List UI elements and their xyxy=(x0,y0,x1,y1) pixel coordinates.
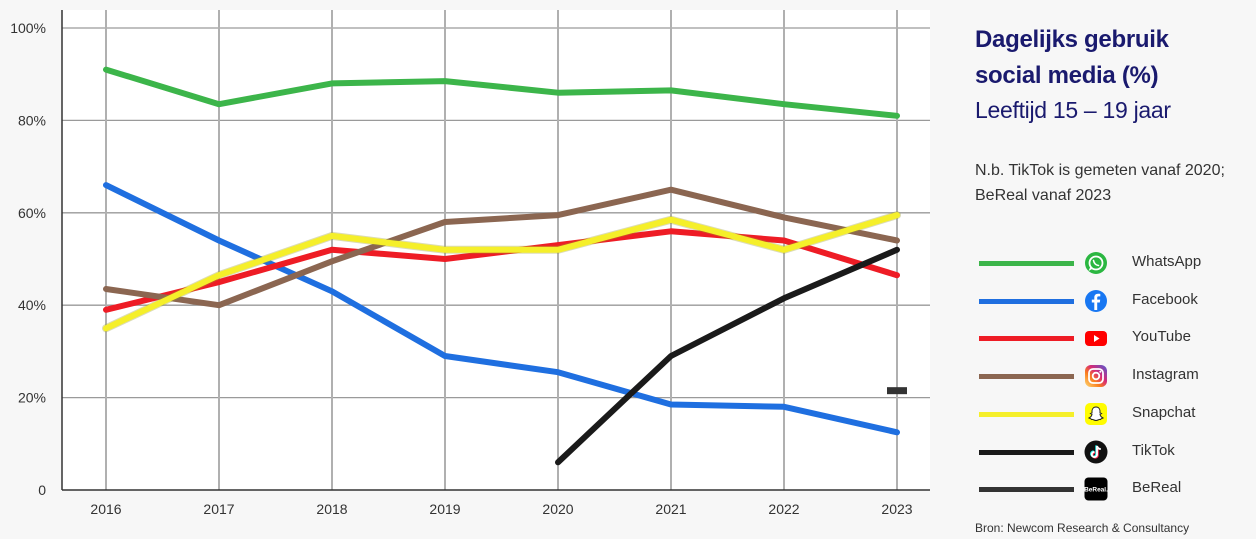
x-tick-label: 2018 xyxy=(316,501,347,517)
svg-text:BeReal.: BeReal. xyxy=(1084,487,1108,494)
legend-item-tiktok: TikTok xyxy=(975,437,1256,467)
whatsapp-icon xyxy=(1084,251,1108,275)
legend-label: TikTok xyxy=(1132,442,1175,459)
x-tick-label: 2017 xyxy=(203,501,234,517)
y-tick-label: 80% xyxy=(18,112,46,128)
chart-title-line-1: Dagelijks gebruik xyxy=(975,26,1169,53)
x-tick-label: 2023 xyxy=(881,501,912,517)
chart-note: N.b. TikTok is gemeten vanaf 2020; BeRea… xyxy=(975,158,1225,208)
legend-swatch xyxy=(979,412,1074,417)
legend-swatch xyxy=(979,261,1074,266)
legend-swatch xyxy=(979,336,1074,341)
y-tick-label: 0 xyxy=(38,482,46,498)
legend-item-snapchat: Snapchat xyxy=(975,399,1256,429)
series-line-facebook xyxy=(103,182,900,436)
y-tick-label: 60% xyxy=(18,205,46,221)
x-tick-label: 2020 xyxy=(542,501,573,517)
y-tick-label: 40% xyxy=(18,297,46,313)
legend-swatch xyxy=(979,450,1074,455)
legend-item-facebook: Facebook xyxy=(975,286,1256,316)
y-tick-label: 100% xyxy=(10,20,46,36)
legend-item-instagram: Instagram xyxy=(975,361,1256,391)
x-tick-label: 2016 xyxy=(90,501,121,517)
chart-note-line-2: BeReal vanaf 2023 xyxy=(975,187,1112,204)
series-point-bereal xyxy=(887,387,907,395)
bereal-icon: BeReal. xyxy=(1084,477,1108,501)
chart-title: Dagelijks gebruik social media (%) xyxy=(975,22,1169,94)
legend-item-bereal: BeReal. BeReal xyxy=(975,474,1256,504)
series-line-snapchat xyxy=(103,212,900,332)
legend-label: YouTube xyxy=(1132,328,1191,345)
tiktok-icon xyxy=(1084,440,1108,464)
instagram-icon xyxy=(1084,364,1108,388)
series-line-tiktok xyxy=(555,246,900,466)
youtube-icon xyxy=(1084,326,1108,350)
legend-swatch xyxy=(979,374,1074,379)
legend-item-whatsapp: WhatsApp xyxy=(975,248,1256,278)
x-tick-label: 2022 xyxy=(768,501,799,517)
legend-swatch xyxy=(979,299,1074,304)
chart-title-line-2: social media (%) xyxy=(975,62,1159,89)
series-line-instagram xyxy=(103,186,900,309)
series-line-whatsapp xyxy=(103,66,900,119)
legend-label: WhatsApp xyxy=(1132,253,1202,270)
legend-label: Facebook xyxy=(1132,291,1198,308)
y-tick-label: 20% xyxy=(18,390,46,406)
legend-swatch xyxy=(979,487,1074,492)
x-tick-label: 2019 xyxy=(429,501,460,517)
chart-source: Bron: Newcom Research & Consultancy xyxy=(975,521,1190,535)
chart-note-line-1: N.b. TikTok is gemeten vanaf 2020; xyxy=(975,162,1225,179)
chart-subtitle: Leeftijd 15 – 19 jaar xyxy=(975,97,1171,123)
legend-item-youtube: YouTube xyxy=(975,323,1256,353)
legend-label: BeReal xyxy=(1132,479,1182,496)
facebook-icon xyxy=(1084,289,1108,313)
snapchat-icon xyxy=(1084,402,1108,426)
chart-side-panel: Dagelijks gebruik social media (%) Leeft… xyxy=(975,0,1256,539)
line-chart: 0 20% 40% 60% 80% 100% 2016 2017 2018 2019 2020 202… xyxy=(10,10,930,517)
x-tick-label: 2021 xyxy=(655,501,686,517)
legend-label: Snapchat xyxy=(1132,404,1196,421)
legend-label: Instagram xyxy=(1132,366,1199,383)
